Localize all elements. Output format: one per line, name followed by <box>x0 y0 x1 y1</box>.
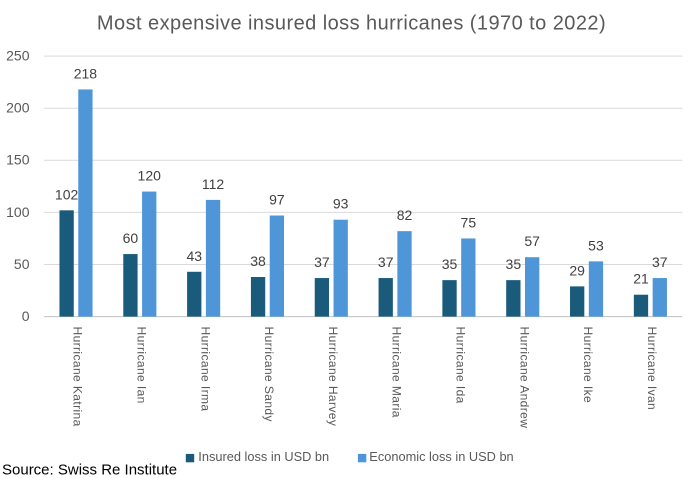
svg-text:57: 57 <box>524 233 540 249</box>
svg-text:Hurricane Ian: Hurricane Ian <box>134 327 148 404</box>
svg-text:75: 75 <box>461 214 477 230</box>
svg-text:150: 150 <box>6 152 30 168</box>
svg-text:37: 37 <box>314 254 330 270</box>
svg-text:50: 50 <box>14 256 30 272</box>
svg-text:120: 120 <box>138 168 162 184</box>
svg-text:Hurricane Ida: Hurricane Ida <box>454 327 468 404</box>
svg-text:200: 200 <box>6 100 30 116</box>
svg-text:53: 53 <box>588 237 604 253</box>
svg-text:250: 250 <box>6 48 30 64</box>
svg-text:218: 218 <box>74 65 98 81</box>
svg-text:93: 93 <box>333 196 349 212</box>
svg-text:Most expensive insured loss hu: Most expensive insured loss hurricanes (… <box>97 13 606 35</box>
svg-text:0: 0 <box>22 308 30 324</box>
svg-text:29: 29 <box>569 262 585 278</box>
svg-text:Hurricane Andrew: Hurricane Andrew <box>517 327 531 429</box>
svg-text:60: 60 <box>123 230 139 246</box>
svg-text:37: 37 <box>652 254 668 270</box>
svg-text:43: 43 <box>186 248 202 264</box>
svg-text:38: 38 <box>250 253 266 269</box>
svg-text:37: 37 <box>378 254 394 270</box>
svg-text:Hurricane Ike: Hurricane Ike <box>581 327 595 404</box>
svg-text:112: 112 <box>202 176 225 192</box>
svg-text:35: 35 <box>442 256 458 272</box>
svg-text:Economic loss in USD bn: Economic loss in USD bn <box>369 449 513 464</box>
svg-text:102: 102 <box>55 186 79 202</box>
svg-text:Hurricane Ivan: Hurricane Ivan <box>645 327 659 411</box>
svg-text:82: 82 <box>397 207 413 223</box>
svg-text:Hurricane Katrina: Hurricane Katrina <box>71 327 85 427</box>
svg-text:97: 97 <box>269 192 285 208</box>
svg-text:Hurricane Maria: Hurricane Maria <box>390 327 404 418</box>
svg-text:Hurricane Irma: Hurricane Irma <box>198 327 212 412</box>
svg-text:Insured loss in USD bn: Insured loss in USD bn <box>198 449 329 464</box>
svg-text:Hurricane Sandy: Hurricane Sandy <box>262 327 276 422</box>
svg-text:100: 100 <box>6 204 30 220</box>
svg-text:Hurricane Harvey: Hurricane Harvey <box>326 327 340 427</box>
svg-text:35: 35 <box>506 256 522 272</box>
svg-text:21: 21 <box>633 271 649 287</box>
svg-text:Source: Swiss Re Institute: Source: Swiss Re Institute <box>2 462 177 478</box>
